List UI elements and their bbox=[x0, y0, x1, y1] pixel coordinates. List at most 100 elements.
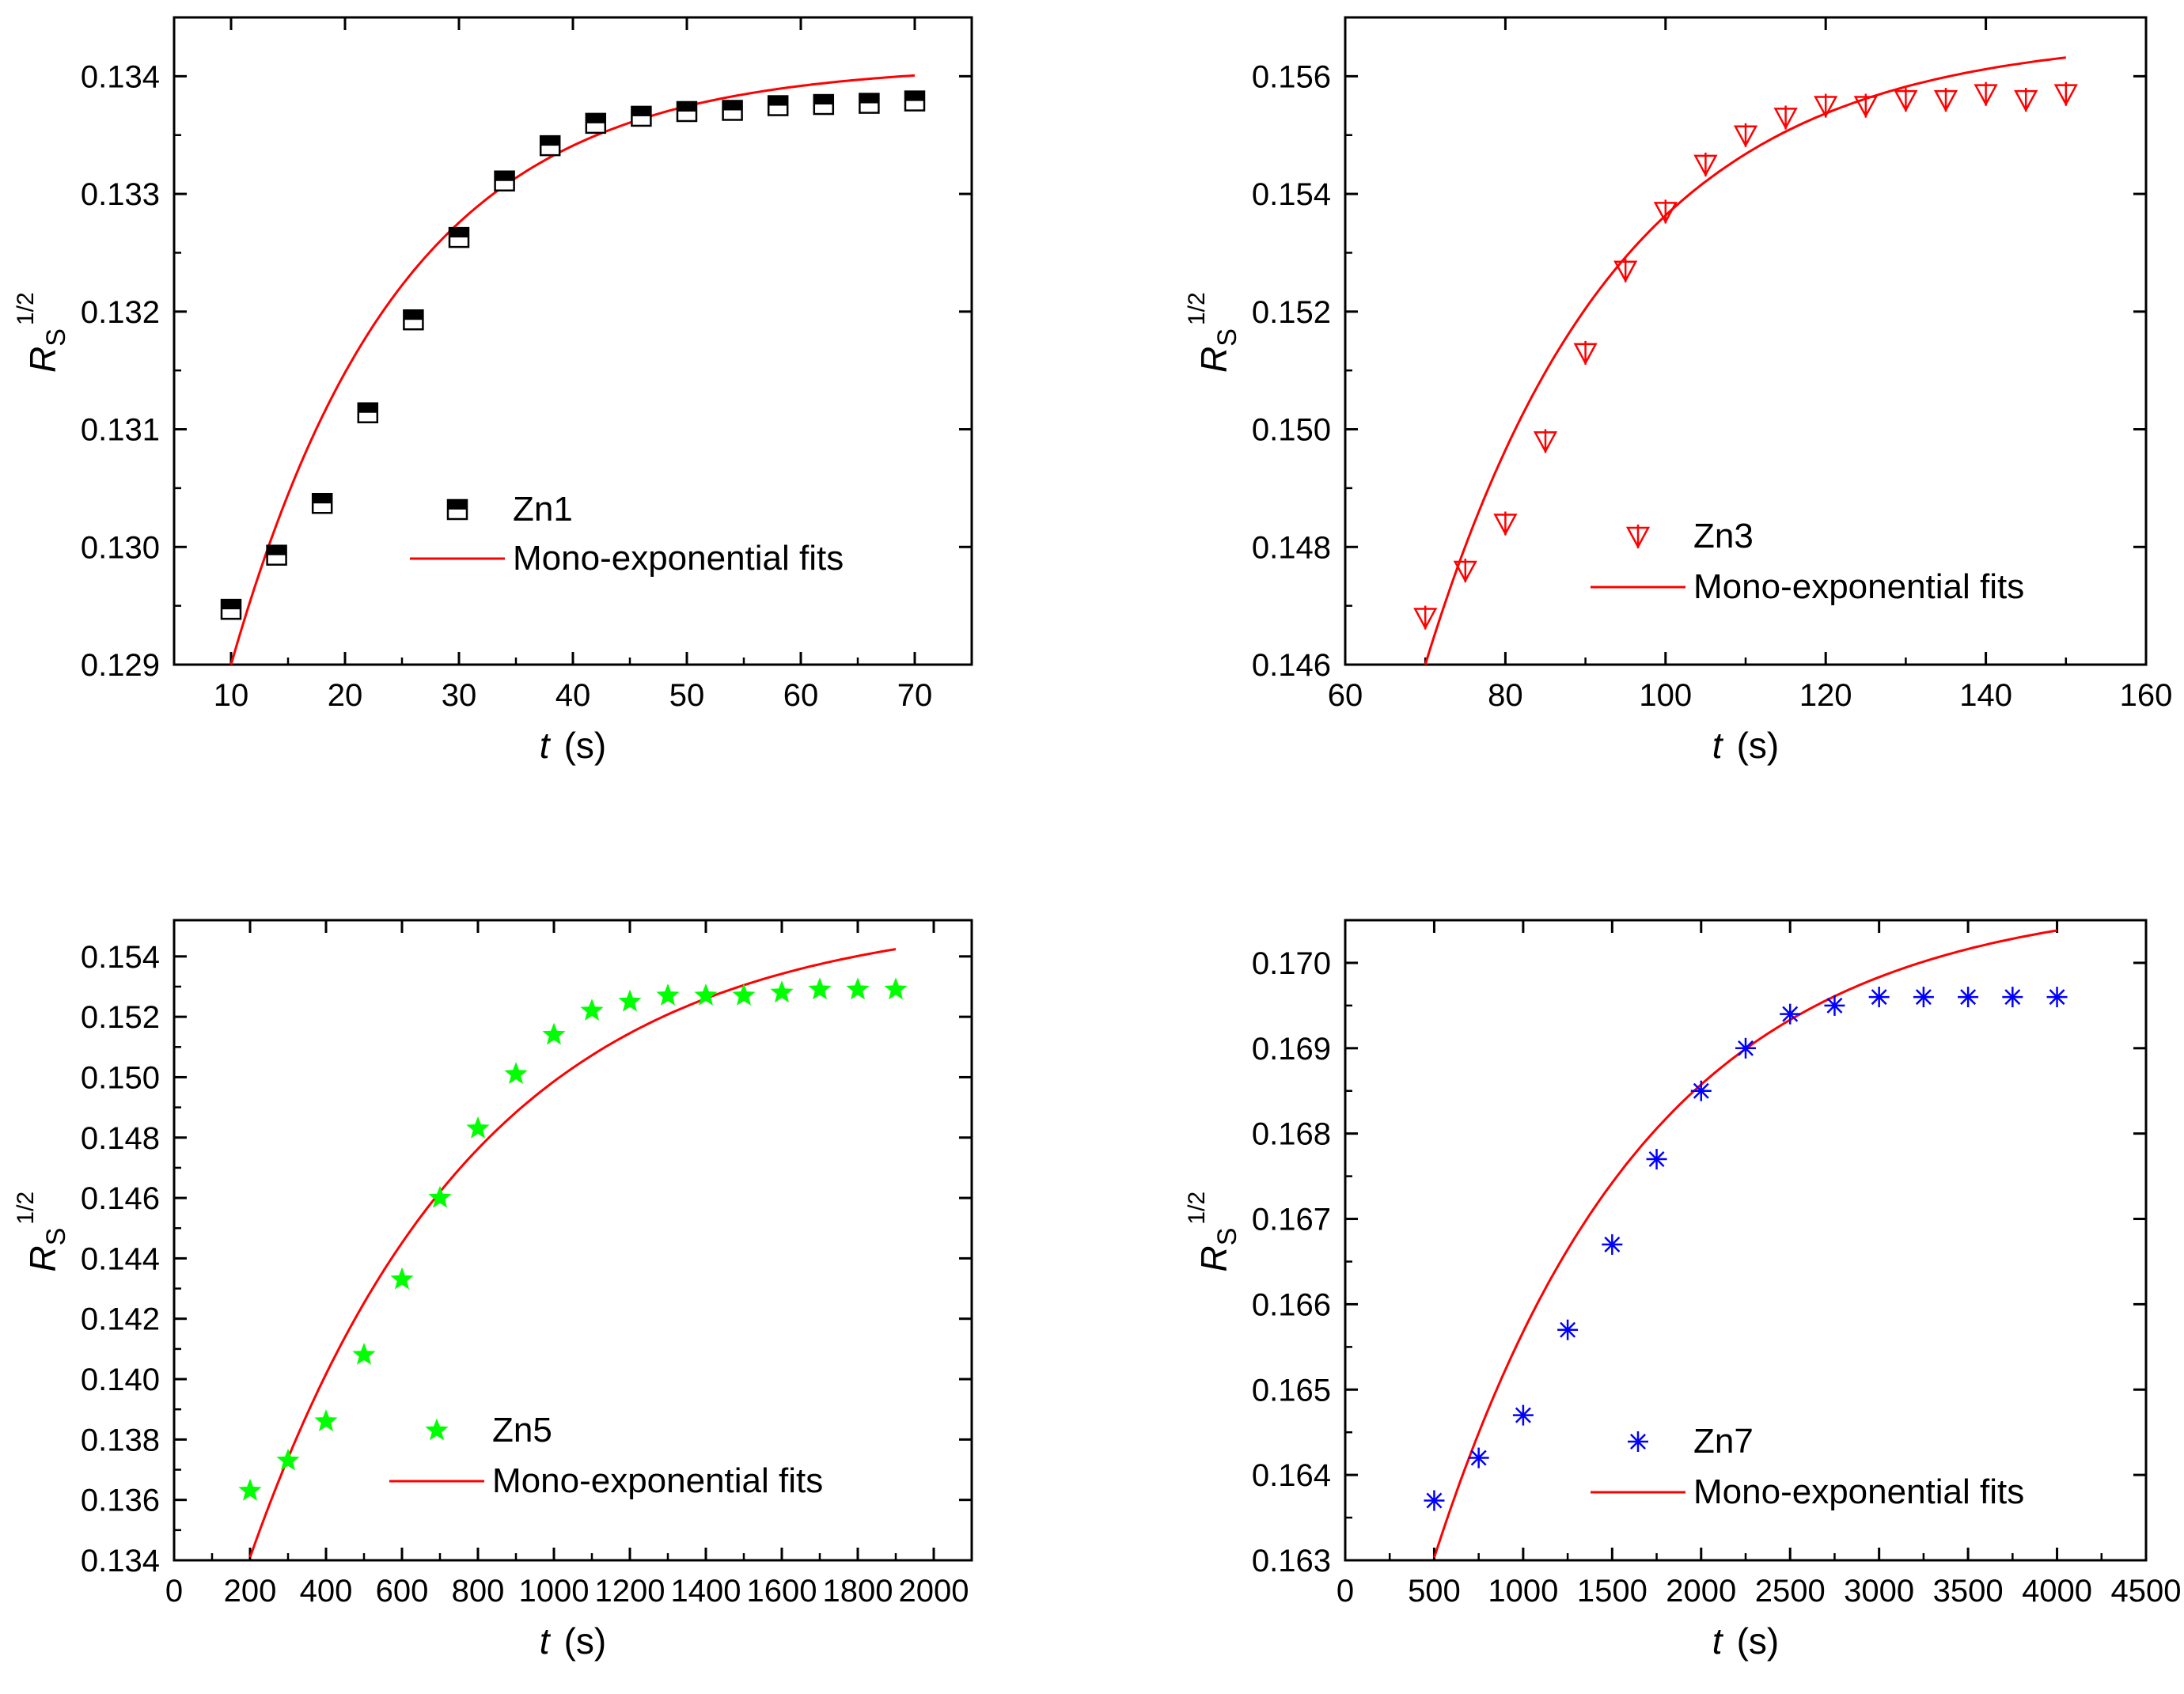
data-point bbox=[1690, 1080, 1712, 1101]
legend-label-data: Zn7 bbox=[1693, 1422, 1754, 1461]
data-point bbox=[813, 93, 835, 116]
x-tick-label: 1000 bbox=[1488, 1574, 1558, 1609]
x-tick-label: 2500 bbox=[1755, 1574, 1826, 1609]
data-point bbox=[1602, 1234, 1623, 1255]
y-tick-label: 0.146 bbox=[1252, 648, 1331, 683]
data-point bbox=[504, 1062, 528, 1085]
x-tick-label: 600 bbox=[376, 1574, 429, 1609]
y-tick-label: 0.152 bbox=[1252, 295, 1331, 330]
y-tick-label: 0.138 bbox=[81, 1423, 160, 1457]
x-axis-variable: t bbox=[540, 725, 552, 766]
y-axis-subscript: S bbox=[1212, 328, 1242, 347]
x-tick-label: 50 bbox=[669, 678, 705, 713]
data-point bbox=[1653, 199, 1678, 225]
y-tick-label: 0.150 bbox=[81, 1060, 160, 1095]
y-tick-label: 0.140 bbox=[81, 1362, 160, 1397]
data-point bbox=[732, 983, 756, 1006]
y-tick-label: 0.131 bbox=[81, 413, 160, 448]
chart-panel-zn3: 60 80 100 120 140 160 0.146 0.148 0.150 0.152 0.15… bbox=[1184, 16, 2173, 766]
x-axis-unit: (s) bbox=[564, 725, 607, 766]
x-axis-unit: (s) bbox=[1737, 725, 1780, 766]
data-point bbox=[1853, 93, 1878, 119]
x-axis-label: t (s) bbox=[540, 1620, 606, 1662]
y-axis-subscript: S bbox=[1212, 1228, 1242, 1246]
legend-label-data: Zn5 bbox=[492, 1411, 552, 1450]
chart-panel-zn5: 0 200 400 600 800 1000 1200 1400 1600 1800 2000 0.1… bbox=[13, 919, 973, 1662]
data-point bbox=[1453, 559, 1477, 583]
data-point bbox=[694, 983, 718, 1006]
y-axis-superscript: 1/2 bbox=[13, 1192, 39, 1225]
y-tick-label: 0.148 bbox=[81, 1121, 160, 1156]
data-point bbox=[542, 1022, 566, 1045]
data-point bbox=[580, 999, 604, 1021]
y-axis-superscript: 1/2 bbox=[1184, 292, 1210, 325]
x-tick-label: 0 bbox=[165, 1574, 183, 1609]
data-point bbox=[466, 1116, 490, 1139]
y-axis-superscript: 1/2 bbox=[1184, 1192, 1210, 1225]
x-axis-label: t (s) bbox=[540, 725, 606, 766]
y-axis-variable: R bbox=[22, 347, 63, 373]
x-axis-variable: t bbox=[540, 1620, 552, 1662]
data-point bbox=[1557, 1319, 1579, 1340]
x-tick-label: 2000 bbox=[899, 1574, 969, 1609]
data-point bbox=[1573, 340, 1598, 366]
data-point bbox=[676, 100, 698, 123]
data-point bbox=[390, 1267, 414, 1290]
legend-marker bbox=[446, 498, 468, 521]
x-tick-label: 160 bbox=[2120, 678, 2173, 713]
y-axis-superscript: 1/2 bbox=[13, 292, 39, 325]
data-point bbox=[859, 93, 880, 114]
x-tick-label: 1800 bbox=[823, 1574, 893, 1609]
legend: Zn5 Mono-exponential fits bbox=[389, 1411, 823, 1500]
y-axis-label: RS1/2 bbox=[1184, 292, 1242, 373]
x-tick-label: 3000 bbox=[1844, 1574, 1914, 1609]
x-tick-label: 60 bbox=[783, 678, 819, 713]
x-tick-label: 10 bbox=[214, 678, 249, 713]
data-point bbox=[767, 95, 789, 116]
x-tick-label: 60 bbox=[1328, 678, 1363, 713]
data-point bbox=[352, 1343, 376, 1365]
data-point bbox=[1693, 152, 1718, 177]
data-point bbox=[314, 1409, 338, 1431]
svg-text:RS1/2: RS1/2 bbox=[1184, 1192, 1242, 1272]
data-point bbox=[1512, 1404, 1534, 1426]
data-point bbox=[656, 983, 680, 1006]
legend: Zn3 Mono-exponential fits bbox=[1591, 517, 2024, 606]
svg-text:RS1/2: RS1/2 bbox=[13, 1192, 71, 1272]
legend-marker bbox=[1625, 525, 1651, 549]
y-tick-label: 0.136 bbox=[81, 1484, 160, 1518]
legend: Zn1 Mono-exponential fits bbox=[410, 490, 844, 578]
x-axis-label: t (s) bbox=[1712, 1620, 1779, 1662]
y-tick-label: 0.170 bbox=[1252, 946, 1331, 981]
data-point bbox=[428, 1185, 452, 1208]
y-tick-label: 0.156 bbox=[1252, 59, 1331, 94]
legend-label-fit: Mono-exponential fits bbox=[1693, 1472, 2024, 1511]
y-tick-label: 0.169 bbox=[1252, 1032, 1331, 1067]
data-point bbox=[1780, 1003, 1801, 1025]
data-point bbox=[1974, 81, 1998, 107]
legend: Zn7 Mono-exponential fits bbox=[1591, 1422, 2024, 1511]
data-point bbox=[1958, 987, 1979, 1008]
y-tick-label: 0.144 bbox=[81, 1241, 160, 1276]
svg-text:RS1/2: RS1/2 bbox=[13, 292, 71, 373]
fit-curve bbox=[1424, 56, 2066, 665]
y-axis-variable: R bbox=[1193, 1245, 1234, 1271]
y-axis-label: RS1/2 bbox=[13, 292, 71, 373]
y-axis-subscript: S bbox=[41, 1228, 71, 1246]
fit-curve bbox=[1432, 929, 2057, 1559]
chart-panel-zn1: 10 20 30 40 50 60 70 0.129 0.130 0.131 0.132 0.133 0… bbox=[13, 16, 973, 766]
legend-label-fit: Mono-exponential fits bbox=[492, 1461, 823, 1500]
data-point bbox=[1646, 1149, 1667, 1170]
plot-frame bbox=[173, 919, 973, 1562]
y-axis-subscript: S bbox=[41, 328, 71, 347]
y-tick-label: 0.132 bbox=[81, 295, 160, 330]
data-point bbox=[494, 170, 515, 191]
legend-label-fit: Mono-exponential fits bbox=[1693, 567, 2024, 606]
data-point bbox=[618, 989, 642, 1012]
y-tick-label: 0.134 bbox=[81, 1544, 160, 1578]
y-axis-variable: R bbox=[1193, 347, 1234, 373]
data-point bbox=[1733, 123, 1758, 148]
y-tick-label: 0.129 bbox=[81, 648, 160, 683]
y-tick-label: 0.164 bbox=[1252, 1458, 1331, 1493]
chart-panel-zn7: 0 500 1000 1500 2000 2500 3000 3500 4000 4500 0.16… bbox=[1184, 919, 2181, 1662]
